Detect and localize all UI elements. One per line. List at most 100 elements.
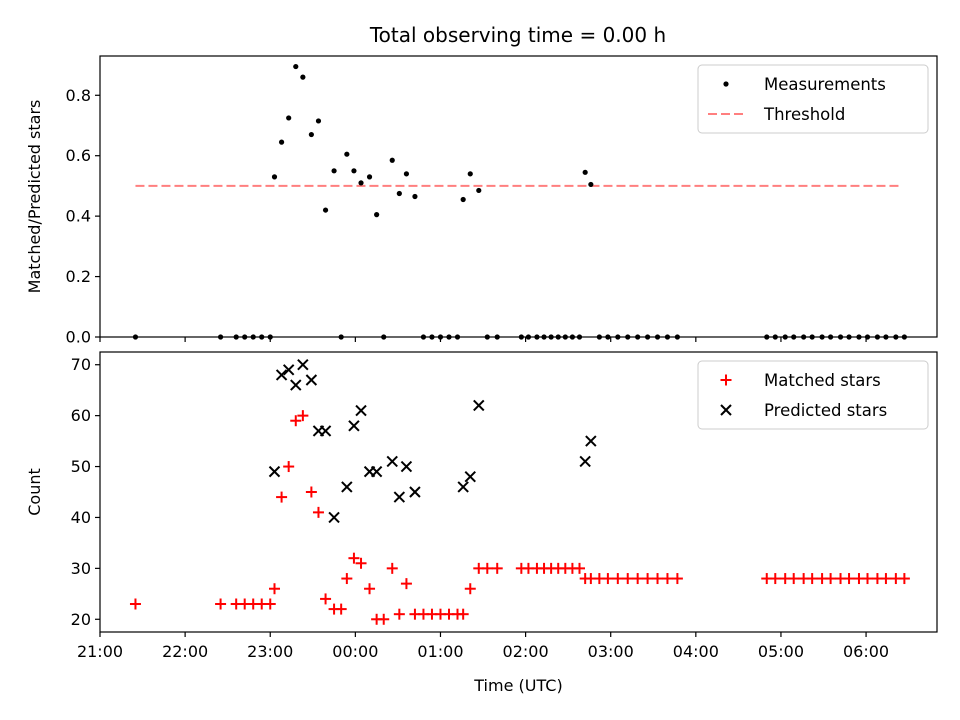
matched-star-marker [290,415,302,427]
predicted-star-marker [348,420,360,432]
y-tick-label: 20 [71,610,91,629]
y-tick-label: 0.8 [66,86,91,105]
predicted-star-marker [275,369,288,381]
matched-star-marker [264,598,276,610]
legend-label: Matched stars [764,371,881,390]
measurement-point [412,193,418,200]
y-tick-label: 0.6 [66,146,91,165]
matched-star-marker [215,598,227,610]
measurement-point [271,174,278,180]
predicted-star-marker [400,460,413,473]
axes-frame [99,351,938,633]
measurement-point [278,139,285,145]
x-tick-label: 22:00 [162,642,208,661]
x-tick-label: 01:00 [417,642,463,661]
measurement-point [389,157,395,163]
matched-star-marker [364,583,376,595]
predicted-star-marker [579,455,591,468]
measurement-point [403,171,410,177]
matched-star-marker [283,461,295,473]
predicted-star-marker [319,425,332,437]
ratio-panel: 0.0 0.2 0.4 0.6 0.8 Matched/Predicted stars Me… [25,55,938,347]
measurement-point [476,187,482,194]
predicted-star-marker [393,491,406,503]
measurement-point [366,174,373,180]
matched-star-marker [464,583,476,595]
matched-star-marker [861,573,873,585]
predicted-star-marker [473,399,485,412]
y-tick-label: 40 [71,508,91,527]
x-tick-label: 05:00 [758,642,804,661]
matched-star-marker [400,578,412,590]
axes-frame [99,55,938,338]
legend-measurement-symbol [723,81,729,87]
matched-star-marker [642,573,654,585]
legend-predicted-symbol [720,404,732,416]
legend: Matched stars Predicted stars [697,360,929,430]
predicted-star-marker [370,465,383,478]
matched-star-marker [788,573,800,585]
predicted-star-marker [457,481,469,493]
legend-label: Threshold [763,105,845,124]
matched-star-marker [671,573,683,585]
matched-star-marker [320,593,332,605]
x-tick-label: 04:00 [673,642,719,661]
y-tick-label: 0.2 [66,267,91,286]
measurement-point [374,212,380,218]
legend-label: Predicted stars [764,401,887,420]
y-tick-label: 50 [71,457,91,476]
series-measurements [132,63,907,340]
predicted-star-marker [409,486,421,498]
matched-star-marker [268,583,280,595]
matched-star-marker [129,598,141,610]
series-matched-stars [129,410,910,625]
matched-star-marker [276,491,288,503]
measurement-point [331,168,337,174]
matched-star-marker [297,410,309,422]
matched-star-marker [386,562,398,574]
matched-star-marker [574,562,586,574]
measurement-point [322,207,329,213]
matched-star-marker [481,562,493,574]
count-panel: 20 30 40 50 60 70 21:00 22:00 23:00 00:00 01:00 02:… [25,351,938,695]
predicted-star-marker [585,435,597,447]
y-tick-label: 70 [71,355,91,374]
y-axis-label: Count [25,468,44,516]
measurement-point [286,115,292,121]
predicted-star-marker [268,465,281,478]
measurement-point [467,171,473,177]
y-tick-label: 30 [71,559,91,578]
matched-star-marker [652,573,664,585]
measurement-point [315,118,322,124]
legend-label: Measurements [764,75,886,94]
y-axis-label: Matched/Predicted stars [25,100,44,294]
y-tick-label: 0.0 [66,328,91,347]
measurement-point [351,168,357,174]
predicted-star-marker [328,511,340,524]
matched-star-marker [491,562,503,574]
legend: Measurements Threshold [697,64,929,134]
measurement-point [300,74,306,80]
x-tick-label: 02:00 [503,642,549,661]
legend-box [697,64,929,134]
predicted-star-marker [464,471,476,483]
matched-star-marker [806,573,818,585]
measurement-point [396,190,402,197]
matched-star-marker [457,608,469,620]
x-tick-label: 06:00 [843,642,889,661]
predicted-star-marker [305,374,318,386]
y-tick-label: 0.4 [66,207,91,226]
matched-star-marker [632,573,644,585]
matched-star-marker [661,573,673,585]
measurement-point [344,151,350,157]
matched-star-marker [898,573,910,585]
matched-star-marker [769,573,781,585]
matched-star-marker [355,557,367,569]
predicted-star-marker [282,364,295,376]
predicted-star-marker [341,481,353,493]
measurement-point [588,181,594,188]
series-predicted-stars [268,359,597,524]
matched-star-marker [335,603,347,615]
matched-star-marker [612,573,624,585]
